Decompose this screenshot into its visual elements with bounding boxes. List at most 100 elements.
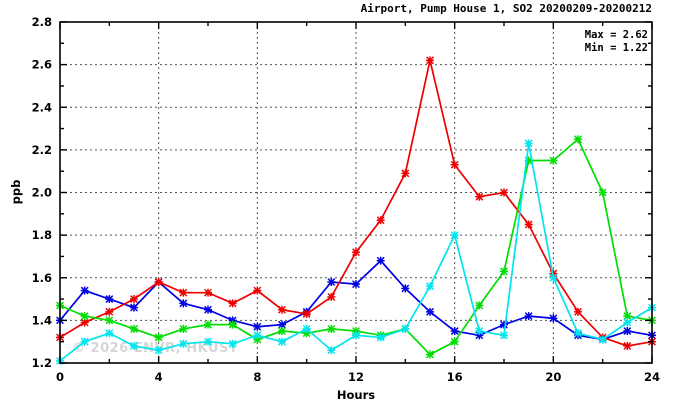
data-point-marker — [352, 280, 360, 289]
max-value-label: Max = 2.62 — [585, 29, 648, 41]
data-point-marker — [130, 303, 138, 312]
data-point-marker — [623, 327, 632, 336]
data-point-marker — [549, 273, 558, 282]
data-point-marker — [253, 322, 262, 331]
data-point-marker — [228, 299, 237, 308]
data-point-marker — [80, 337, 89, 346]
data-point-marker — [623, 312, 632, 321]
data-point-marker — [154, 333, 163, 342]
data-point-marker — [574, 329, 582, 338]
data-point-marker — [204, 305, 212, 314]
data-point-marker — [179, 339, 188, 348]
chart-title: Airport, Pump House 1, SO2 20200209-2020… — [361, 2, 652, 15]
data-point-marker — [228, 320, 237, 329]
data-point-marker — [278, 320, 286, 329]
data-point-marker — [179, 299, 188, 308]
data-series-group — [56, 56, 656, 365]
y-tick-label: 1.8 — [32, 228, 52, 242]
data-point-marker — [450, 327, 459, 336]
y-tick-label: 1.2 — [32, 356, 52, 370]
chart-title-group: Airport, Pump House 1, SO2 20200209-2020… — [361, 2, 652, 15]
data-point-marker — [105, 295, 114, 304]
data-point-marker — [524, 220, 533, 229]
watermark-group: © 2026 ENVR, HKUST — [72, 341, 238, 356]
data-point-marker — [204, 320, 212, 329]
data-point-marker — [302, 324, 311, 333]
data-point-marker — [574, 307, 582, 316]
y-tick-label: 2.4 — [32, 100, 52, 114]
data-point-marker — [376, 216, 385, 225]
data-point-marker — [278, 305, 286, 314]
data-point-marker — [450, 160, 459, 169]
data-point-marker — [623, 318, 632, 327]
data-point-marker — [426, 350, 434, 359]
data-point-marker — [376, 333, 385, 342]
y-axis-label: ppb — [9, 180, 23, 205]
data-point-marker — [154, 346, 163, 355]
data-point-marker — [598, 335, 607, 344]
data-point-marker — [376, 256, 385, 265]
data-point-marker — [154, 278, 163, 287]
stats-annotation: Max = 2.62 Min = 1.22 — [585, 29, 648, 54]
tick-marks-and-labels: 1.2 1.4 1.6 1.8 2.0 2.2 2.4 2.6 2.8 0 4 8 12 16 20 24 — [32, 15, 660, 384]
data-point-marker — [500, 267, 508, 276]
x-tick-label: 4 — [155, 370, 163, 384]
data-point-marker — [253, 331, 262, 340]
data-point-marker — [524, 312, 533, 321]
data-point-marker — [426, 282, 434, 291]
data-point-marker — [105, 316, 114, 325]
data-point-marker — [450, 337, 459, 346]
y-tick-label: 1.4 — [32, 313, 52, 327]
data-point-marker — [500, 331, 508, 340]
data-point-marker — [475, 192, 484, 201]
y-tick-label: 2.8 — [32, 15, 52, 29]
y-tick-label: 2.2 — [32, 143, 52, 157]
data-point-marker — [80, 312, 89, 321]
data-point-marker — [130, 295, 138, 304]
data-point-marker — [352, 248, 360, 257]
data-point-marker — [549, 314, 558, 323]
data-point-marker — [105, 329, 114, 338]
x-tick-label: 16 — [447, 370, 463, 384]
data-point-marker — [278, 327, 286, 336]
data-point-marker — [623, 341, 632, 350]
data-point-marker — [475, 301, 484, 310]
data-point-marker — [475, 327, 484, 336]
y-tick-label: 2.0 — [32, 186, 52, 200]
series-20200211 — [56, 135, 656, 359]
y-tick-label: 1.6 — [32, 271, 52, 285]
y-tick-label: 2.6 — [32, 58, 52, 72]
data-point-marker — [549, 156, 558, 165]
axis-label-group: Hours ppb — [9, 180, 375, 402]
watermark-text: © 2026 ENVR, HKUST — [72, 341, 238, 356]
x-axis-label: Hours — [337, 388, 375, 402]
data-point-marker — [352, 331, 360, 340]
data-point-marker — [327, 278, 336, 287]
data-point-marker — [130, 341, 138, 350]
data-point-marker — [426, 56, 434, 65]
data-point-marker — [327, 292, 336, 301]
x-tick-label: 20 — [545, 370, 561, 384]
data-point-marker — [524, 139, 533, 148]
data-point-marker — [401, 324, 410, 333]
data-point-marker — [401, 169, 410, 178]
data-point-marker — [598, 188, 607, 197]
data-point-marker — [574, 135, 582, 144]
data-point-marker — [130, 324, 138, 333]
data-point-marker — [500, 188, 508, 197]
data-point-marker — [500, 320, 508, 329]
data-point-marker — [179, 324, 188, 333]
x-tick-label: 0 — [56, 370, 64, 384]
data-point-marker — [327, 324, 336, 333]
data-point-marker — [80, 286, 89, 295]
data-point-marker — [278, 337, 286, 346]
data-point-marker — [204, 337, 212, 346]
data-point-marker — [401, 284, 410, 293]
data-point-marker — [302, 309, 311, 318]
data-point-marker — [179, 288, 188, 297]
data-point-marker — [327, 346, 336, 355]
data-point-marker — [204, 288, 212, 297]
data-point-marker — [253, 286, 262, 295]
